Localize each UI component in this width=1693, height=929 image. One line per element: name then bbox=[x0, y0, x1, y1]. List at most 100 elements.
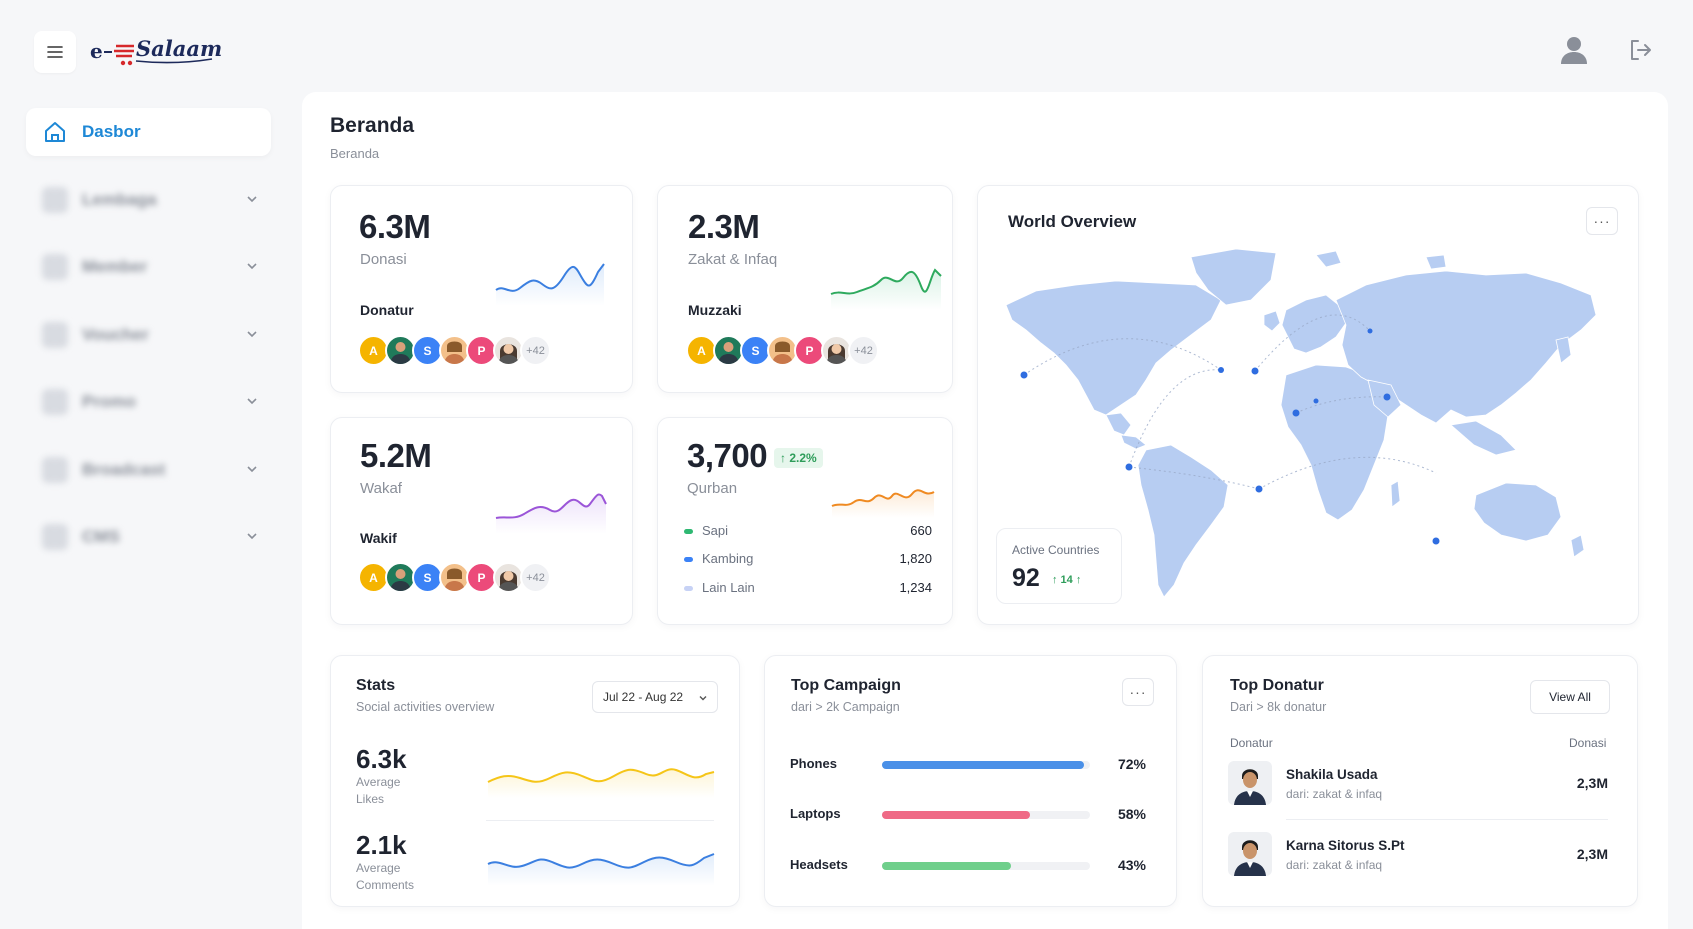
avatar bbox=[385, 335, 416, 366]
donor-source: dari: zakat & infaq bbox=[1286, 858, 1383, 872]
wakaf-sparkline bbox=[495, 493, 607, 534]
campaign-fill bbox=[882, 761, 1084, 769]
donatur-column-header: Donatur bbox=[1230, 736, 1273, 750]
donatur-avatars[interactable]: A S P +42 bbox=[358, 335, 551, 366]
campaign-bar-phones: Phones 72% bbox=[790, 754, 1146, 774]
donasi-caption: Donasi bbox=[360, 251, 407, 268]
avatar-more-count[interactable]: +42 bbox=[848, 335, 879, 366]
member-icon bbox=[42, 254, 68, 280]
donor-row[interactable]: Shakila Usada dari: zakat & infaq 2,3M bbox=[1228, 761, 1608, 809]
stats-subtitle: Social activities overview bbox=[356, 700, 495, 714]
campaign-percent: 58% bbox=[1117, 806, 1146, 822]
world-overview-title: World Overview bbox=[1008, 212, 1137, 231]
likes-value: 6.3k bbox=[356, 744, 407, 774]
avatar-more-count[interactable]: +42 bbox=[520, 562, 551, 593]
campaign-fill bbox=[882, 811, 1030, 819]
donor-row[interactable]: Karna Sitorus S.Pt dari: zakat & infaq 2… bbox=[1228, 832, 1608, 880]
view-all-button[interactable]: View All bbox=[1530, 680, 1610, 714]
sidebar-item-lembaga[interactable]: Lembaga bbox=[26, 176, 271, 224]
campaign-fill bbox=[882, 862, 1011, 870]
avatar: A bbox=[358, 335, 389, 366]
top-donatur-title: Top Donatur bbox=[1230, 677, 1324, 694]
avatar-more-count[interactable]: +42 bbox=[520, 335, 551, 366]
donor-divider bbox=[1286, 819, 1608, 820]
sidebar-item-label: Promo bbox=[82, 392, 136, 411]
muzzaki-label: Muzzaki bbox=[688, 302, 742, 318]
zakat-caption: Zakat & Infaq bbox=[688, 251, 778, 268]
qurban-row-kambing: Kambing 1,820 bbox=[684, 551, 932, 571]
page-title: Beranda bbox=[330, 114, 415, 137]
qurban-row-sapi: Sapi 660 bbox=[684, 523, 932, 543]
donor-name: Karna Sitorus S.Pt bbox=[1286, 838, 1405, 853]
qurban-sparkline bbox=[831, 489, 935, 518]
zakat-sparkline bbox=[830, 268, 942, 310]
avatar bbox=[439, 335, 470, 366]
avatar bbox=[821, 335, 852, 366]
donor-name: Shakila Usada bbox=[1286, 767, 1378, 782]
campaign-percent: 72% bbox=[1117, 756, 1146, 772]
qurban-growth-badge: ↑ 2.2% bbox=[774, 448, 823, 468]
e-salaam-logo: e Salaam bbox=[90, 36, 222, 66]
active-countries-label: Active Countries bbox=[1012, 543, 1100, 557]
wakaf-value: 5.2M bbox=[360, 437, 432, 474]
campaign-name: Phones bbox=[790, 756, 837, 771]
sidebar-item-label: Voucher bbox=[82, 324, 149, 344]
user-profile-button[interactable] bbox=[1556, 32, 1592, 68]
world-map[interactable] bbox=[996, 245, 1626, 615]
likes-sparkline bbox=[487, 768, 715, 798]
avatar bbox=[1228, 761, 1272, 805]
comments-sparkline bbox=[487, 853, 715, 886]
user-icon bbox=[1561, 37, 1587, 64]
avatar bbox=[385, 562, 416, 593]
menu-toggle-button[interactable] bbox=[34, 31, 76, 73]
campaign-name: Headsets bbox=[790, 857, 848, 872]
sidebar-item-broadcast[interactable]: Broadcast bbox=[26, 446, 271, 494]
legend-dot bbox=[684, 529, 693, 534]
chevron-down-icon bbox=[247, 533, 257, 540]
donor-amount: 2,3M bbox=[1576, 846, 1608, 862]
chevron-down-icon bbox=[699, 696, 707, 701]
comments-value: 2.1k bbox=[356, 830, 407, 860]
top-campaign-card bbox=[764, 655, 1177, 907]
campaign-track bbox=[882, 761, 1090, 769]
breadcrumb: Beranda bbox=[330, 146, 380, 161]
muzzaki-avatars[interactable]: A S P +42 bbox=[686, 335, 879, 366]
brand-logo[interactable]: e Salaam bbox=[90, 34, 225, 70]
logout-icon bbox=[1631, 40, 1651, 60]
top-campaign-subtitle: dari > 2k Campaign bbox=[791, 700, 900, 714]
logout-button[interactable] bbox=[1626, 36, 1654, 64]
wakif-avatars[interactable]: A S P +42 bbox=[358, 562, 551, 593]
sidebar: Dasbor Lembaga Member Voucher Promo Broa… bbox=[26, 108, 271, 581]
donatur-label: Donatur bbox=[360, 302, 414, 318]
avatar bbox=[493, 562, 524, 593]
wakif-label: Wakif bbox=[360, 530, 397, 546]
top-campaign-title: Top Campaign bbox=[791, 677, 901, 694]
sidebar-item-label: Broadcast bbox=[82, 459, 166, 479]
chevron-down-icon bbox=[247, 195, 257, 202]
world-overview-menu-button[interactable]: ··· bbox=[1586, 207, 1618, 235]
chevron-down-icon bbox=[247, 263, 257, 270]
campaign-track bbox=[882, 862, 1090, 870]
top-donatur-subtitle: Dari > 8k donatur bbox=[1230, 700, 1327, 714]
campaign-bar-laptops: Laptops 58% bbox=[790, 804, 1146, 824]
broadcast-icon bbox=[42, 456, 68, 483]
qurban-value: 3,700 bbox=[687, 437, 768, 474]
likes-label-line2: Likes bbox=[356, 792, 385, 806]
qurban-row-name: Kambing bbox=[702, 551, 754, 566]
donasi-value: 6.3M bbox=[359, 208, 431, 245]
svg-text:Salaam: Salaam bbox=[136, 36, 222, 61]
avatar bbox=[493, 335, 524, 366]
sidebar-item-member[interactable]: Member bbox=[26, 243, 271, 291]
likes-label-line1: Average bbox=[356, 775, 401, 789]
sidebar-item-label: CMS bbox=[82, 527, 120, 546]
sidebar-item-voucher[interactable]: Voucher bbox=[26, 311, 271, 359]
sidebar-item-cms[interactable]: CMS bbox=[26, 513, 271, 561]
promo-icon bbox=[42, 389, 68, 415]
campaign-name: Laptops bbox=[790, 806, 841, 821]
lembaga-icon bbox=[42, 186, 68, 213]
sidebar-item-dasbor[interactable]: Dasbor bbox=[26, 108, 271, 156]
campaign-percent: 43% bbox=[1117, 857, 1146, 873]
top-campaign-menu-button[interactable]: ··· bbox=[1122, 678, 1154, 706]
sidebar-item-promo[interactable]: Promo bbox=[26, 378, 271, 426]
date-range-select[interactable]: Jul 22 - Aug 22 bbox=[592, 681, 718, 713]
